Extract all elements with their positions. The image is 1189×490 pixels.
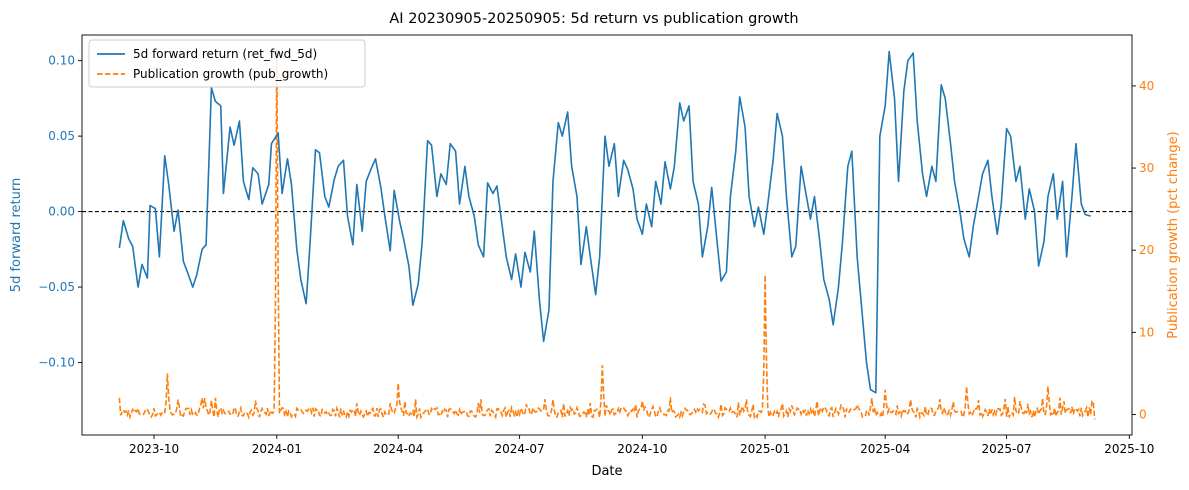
y-right-tick-label: 40 [1139,79,1154,93]
y-left-tick-label: 0.10 [48,54,75,68]
y-right-tick-label: 10 [1139,325,1154,339]
y-axis-left-label: 5d forward return [9,178,24,292]
x-tick-label: 2025-04 [860,442,910,456]
x-tick-label: 2025-10 [1104,442,1154,456]
pub-growth-series-line [118,48,1096,421]
y-left-tick-label: 0.05 [48,129,75,143]
y-right-tick-label: 0 [1139,407,1147,421]
y-left-tick-label: 0.00 [48,205,75,219]
plot-frame [81,34,1133,436]
x-tick-label: 2024-07 [495,442,545,456]
x-tick-label: 2023-10 [129,442,179,456]
y-left-tick-label: −0.10 [38,356,75,370]
legend-label-pub-growth: Publication growth (pub_growth) [133,67,328,81]
y-left-tick-label: −0.05 [38,280,75,294]
x-tick-label: 2024-10 [617,442,667,456]
y-right-tick-label: 30 [1139,161,1154,175]
x-axis-label: Date [591,464,622,479]
legend: 5d forward return (ret_fwd_5d) Publicatio… [88,39,366,88]
x-tick-label: 2024-01 [252,442,302,456]
x-tick-label: 2025-01 [740,442,790,456]
x-tick-label: 2025-07 [982,442,1032,456]
chart-title: AI 20230905-20250905: 5d return vs publi… [389,11,798,27]
y-axis-right-label: Publication growth (pct change) [1166,131,1181,338]
x-tick-label: 2024-04 [373,442,423,456]
y-right-tick-label: 20 [1139,243,1154,257]
legend-label-return: 5d forward return (ret_fwd_5d) [133,47,317,61]
return-series-line [118,50,1091,394]
legend-box [88,39,366,88]
